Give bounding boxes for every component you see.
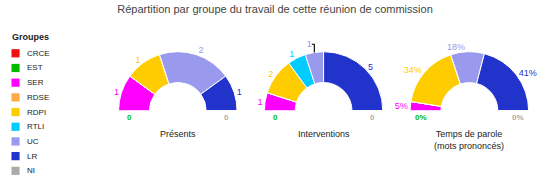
svg-text:Temps de parole(mots prononcés: Temps de parole(mots prononcés) xyxy=(434,129,504,151)
svg-text:Groupes: Groupes xyxy=(12,32,49,42)
svg-text:UC: UC xyxy=(27,137,39,146)
svg-text:1: 1 xyxy=(307,39,312,49)
svg-text:Répartition par groupe du trav: Répartition par groupe du travail de cet… xyxy=(117,3,433,15)
svg-text:41%: 41% xyxy=(519,68,537,78)
svg-text:5%: 5% xyxy=(395,101,408,111)
svg-text:0%: 0% xyxy=(415,113,427,122)
svg-text:2: 2 xyxy=(268,69,273,79)
svg-text:NI: NI xyxy=(27,166,35,175)
svg-text:1: 1 xyxy=(237,87,242,97)
svg-text:Interventions: Interventions xyxy=(298,129,350,139)
svg-text:0: 0 xyxy=(273,113,278,122)
svg-text:SER: SER xyxy=(27,78,44,87)
svg-text:18%: 18% xyxy=(447,42,465,52)
svg-text:EST: EST xyxy=(27,63,43,72)
svg-text:CRCE: CRCE xyxy=(27,49,50,58)
svg-text:RDSE: RDSE xyxy=(27,93,49,102)
svg-text:RDPI: RDPI xyxy=(27,108,46,117)
svg-text:34%: 34% xyxy=(404,65,422,75)
svg-text:5: 5 xyxy=(368,62,373,72)
svg-text:Présents: Présents xyxy=(160,129,196,139)
svg-text:1: 1 xyxy=(289,49,294,59)
svg-text:LR: LR xyxy=(27,152,37,161)
svg-text:1: 1 xyxy=(135,55,140,65)
svg-text:0: 0 xyxy=(127,113,132,122)
svg-text:1: 1 xyxy=(114,87,119,97)
svg-text:2: 2 xyxy=(199,45,204,55)
svg-text:0: 0 xyxy=(370,113,375,122)
svg-text:1: 1 xyxy=(258,97,263,107)
svg-text:0%: 0% xyxy=(512,113,524,122)
svg-text:RTLI: RTLI xyxy=(27,122,44,131)
svg-text:0: 0 xyxy=(224,113,229,122)
